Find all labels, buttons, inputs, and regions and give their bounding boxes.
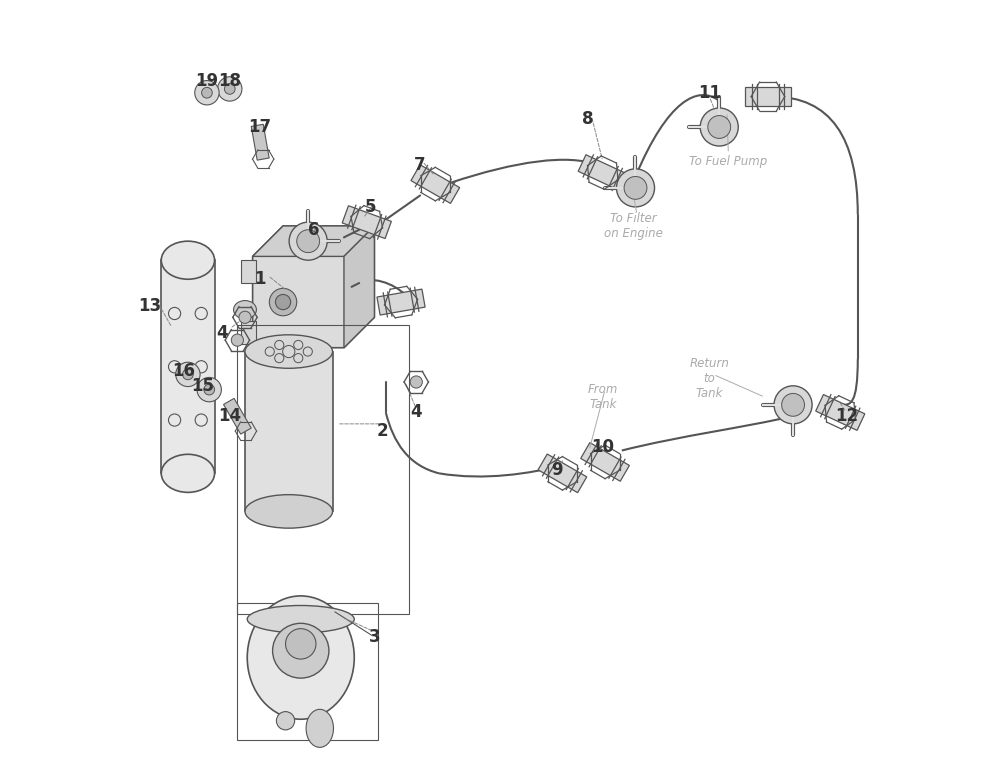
Text: Return
to
Tank: Return to Tank (689, 357, 729, 400)
Ellipse shape (273, 623, 329, 678)
Bar (161, 261, 215, 474)
Text: 13: 13 (138, 297, 161, 315)
Bar (241, 261, 256, 283)
Circle shape (289, 222, 327, 261)
Ellipse shape (245, 335, 333, 368)
Text: From
Tank: From Tank (588, 384, 618, 411)
Bar (237, 603, 378, 740)
Circle shape (616, 169, 655, 207)
Text: 1: 1 (254, 270, 266, 288)
Circle shape (204, 384, 215, 395)
Circle shape (297, 230, 320, 253)
Text: 4: 4 (216, 323, 228, 342)
Bar (237, 325, 409, 614)
Ellipse shape (245, 494, 333, 528)
Polygon shape (377, 289, 425, 315)
Polygon shape (251, 125, 269, 160)
Text: To Filter
on Engine: To Filter on Engine (604, 212, 663, 240)
Polygon shape (538, 454, 587, 493)
Ellipse shape (306, 709, 333, 747)
Circle shape (218, 76, 242, 101)
Circle shape (774, 386, 812, 424)
Text: 9: 9 (551, 461, 563, 478)
Circle shape (195, 80, 219, 105)
Text: 11: 11 (698, 84, 721, 102)
Circle shape (176, 362, 200, 387)
Ellipse shape (247, 596, 354, 719)
Text: 16: 16 (173, 361, 196, 380)
Text: 12: 12 (835, 407, 858, 426)
Polygon shape (745, 87, 791, 105)
Text: 14: 14 (218, 407, 241, 426)
Text: 8: 8 (582, 110, 593, 128)
Circle shape (782, 393, 804, 416)
Ellipse shape (161, 241, 215, 279)
Polygon shape (578, 155, 627, 190)
Circle shape (286, 629, 316, 659)
Circle shape (202, 87, 212, 98)
Ellipse shape (161, 455, 215, 492)
Circle shape (275, 294, 291, 309)
Text: 15: 15 (192, 377, 215, 395)
Circle shape (410, 376, 422, 388)
Circle shape (269, 288, 297, 316)
Ellipse shape (247, 606, 354, 633)
Circle shape (624, 176, 647, 199)
Circle shape (224, 83, 235, 94)
Ellipse shape (234, 300, 256, 319)
Polygon shape (581, 442, 629, 481)
Circle shape (239, 311, 251, 323)
Text: 10: 10 (591, 438, 614, 455)
Text: 7: 7 (414, 156, 426, 174)
Text: To Fuel Pump: To Fuel Pump (689, 155, 767, 168)
Text: 17: 17 (249, 118, 272, 136)
Circle shape (708, 115, 731, 138)
Circle shape (197, 377, 221, 402)
Bar (241, 321, 256, 344)
Circle shape (231, 334, 243, 346)
Text: 2: 2 (376, 422, 388, 441)
Text: 5: 5 (365, 198, 376, 216)
Text: 3: 3 (369, 628, 380, 646)
Text: 4: 4 (410, 403, 422, 422)
Polygon shape (816, 394, 865, 430)
Polygon shape (411, 165, 460, 203)
Text: 19: 19 (195, 73, 218, 90)
Text: 18: 18 (218, 73, 241, 90)
Circle shape (183, 369, 193, 380)
Circle shape (700, 108, 738, 146)
Polygon shape (253, 226, 374, 257)
Polygon shape (224, 398, 251, 434)
Circle shape (276, 711, 295, 730)
Bar (245, 351, 333, 511)
Polygon shape (344, 226, 374, 348)
Polygon shape (253, 226, 374, 348)
Polygon shape (342, 206, 391, 238)
Text: 6: 6 (308, 221, 319, 239)
